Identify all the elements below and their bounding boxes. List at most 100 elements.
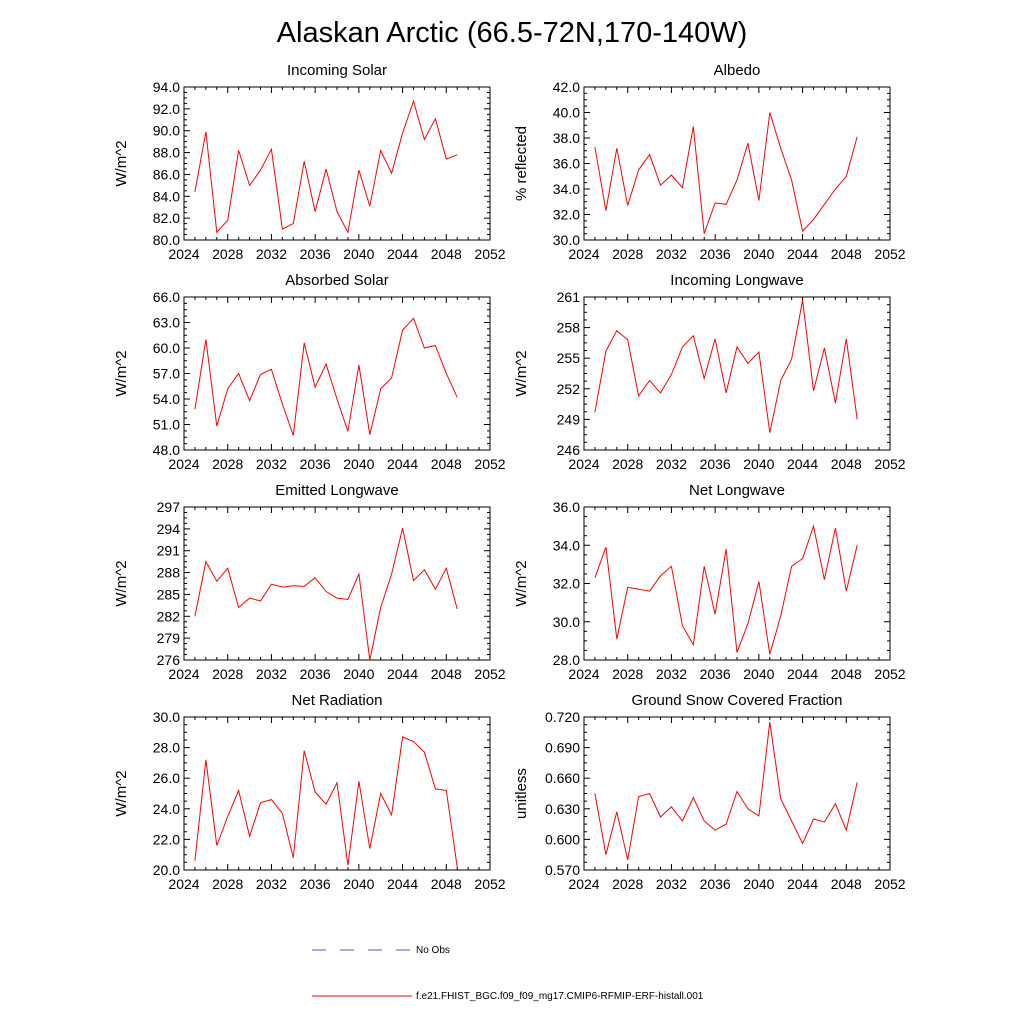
- x-tick-label: 2028: [612, 456, 643, 472]
- y-tick-label: 0.720: [545, 709, 580, 725]
- x-tick-label: 2032: [256, 666, 287, 682]
- y-tick-label: 0.600: [545, 831, 580, 847]
- y-tick-label: 48.0: [153, 442, 180, 458]
- x-tick-label: 2036: [700, 246, 731, 262]
- y-tick-label: 30.0: [553, 614, 580, 630]
- x-tick-label: 2040: [743, 666, 774, 682]
- y-tick-label: 249: [557, 411, 581, 427]
- y-axis-label: unitless: [513, 768, 530, 819]
- x-tick-label: 2024: [168, 246, 199, 262]
- y-tick-label: 82.0: [153, 210, 180, 226]
- x-tick-label: 2024: [568, 456, 599, 472]
- y-axis-label: W/m^2: [113, 140, 130, 186]
- y-tick-label: 28.0: [153, 740, 180, 756]
- y-tick-label: 0.630: [545, 801, 580, 817]
- y-tick-label: 24.0: [153, 801, 180, 817]
- x-tick-label: 2024: [568, 666, 599, 682]
- x-tick-label: 2048: [431, 456, 462, 472]
- series-line-model: [194, 317, 458, 436]
- y-tick-label: 288: [157, 565, 181, 581]
- y-tick-label: 22.0: [153, 831, 180, 847]
- x-tick-label: 2036: [700, 456, 731, 472]
- x-tick-label: 2052: [874, 666, 905, 682]
- y-tick-label: 57.0: [153, 366, 180, 382]
- series-line-model: [594, 524, 858, 655]
- x-tick-label: 2048: [831, 246, 862, 262]
- y-tick-label: 0.660: [545, 770, 580, 786]
- x-tick-label: 2044: [387, 666, 418, 682]
- x-tick-label: 2032: [256, 876, 287, 892]
- y-tick-label: 40.0: [553, 105, 580, 121]
- y-tick-label: 0.570: [545, 862, 580, 878]
- x-tick-label: 2052: [474, 456, 505, 472]
- y-tick-label: 34.0: [553, 537, 580, 553]
- x-tick-label: 2040: [743, 876, 774, 892]
- x-tick-label: 2028: [212, 246, 243, 262]
- x-tick-label: 2040: [343, 876, 374, 892]
- series-line-model: [594, 722, 858, 860]
- x-tick-label: 2032: [656, 876, 687, 892]
- x-tick-label: 2024: [568, 876, 599, 892]
- y-axis-label: W/m^2: [513, 350, 530, 396]
- series-line-model: [594, 300, 858, 433]
- y-tick-label: 88.0: [153, 145, 180, 161]
- y-tick-label: 246: [557, 442, 581, 458]
- x-tick-label: 2044: [787, 456, 818, 472]
- y-tick-label: 294: [157, 521, 181, 537]
- panel-net-radiation: Net Radiation W/m^2 2024 2028 2032 2036 2040 20…: [113, 692, 506, 892]
- legend-model-label: f.e21.FHIST_BGC.f09_f09_mg17.CMIP6-RFMIP…: [416, 991, 704, 1002]
- x-tick-label: 2036: [700, 876, 731, 892]
- x-tick-label: 2028: [212, 876, 243, 892]
- legend-obs-label: No Obs: [416, 945, 450, 956]
- y-tick-label: 276: [157, 652, 181, 668]
- y-tick-label: 30.0: [553, 232, 580, 248]
- x-tick-label: 2032: [256, 246, 287, 262]
- panel-title: Incoming Longwave: [670, 272, 803, 289]
- y-tick-label: 51.0: [153, 417, 180, 433]
- x-tick-label: 2048: [831, 666, 862, 682]
- y-tick-label: 66.0: [153, 289, 180, 305]
- x-tick-label: 2040: [343, 246, 374, 262]
- y-tick-label: 279: [157, 630, 181, 646]
- panel-title: Net Longwave: [689, 482, 785, 499]
- x-tick-label: 2048: [831, 876, 862, 892]
- panel-title: Incoming Solar: [287, 62, 387, 79]
- y-tick-label: 94.0: [153, 79, 180, 95]
- y-tick-label: 255: [557, 350, 581, 366]
- legend: No Obs f.e21.FHIST_BGC.f09_f09_mg17.CMIP…: [312, 945, 704, 1002]
- x-tick-label: 2052: [874, 876, 905, 892]
- y-axis-label: W/m^2: [113, 770, 130, 816]
- y-tick-label: 38.0: [553, 130, 580, 146]
- x-tick-label: 2036: [300, 666, 331, 682]
- x-tick-label: 2024: [568, 246, 599, 262]
- x-tick-label: 2032: [656, 246, 687, 262]
- x-tick-label: 2040: [743, 456, 774, 472]
- series-line-model: [194, 736, 458, 867]
- panel-albedo: Albedo % reflected 2024 2028 2032 2036 2040 204…: [513, 62, 906, 262]
- y-tick-label: 20.0: [153, 862, 180, 878]
- y-tick-label: 282: [157, 608, 181, 624]
- x-tick-label: 2036: [300, 456, 331, 472]
- y-tick-label: 34.0: [553, 181, 580, 197]
- panel-title: Net Radiation: [292, 692, 383, 709]
- x-tick-label: 2040: [343, 456, 374, 472]
- x-tick-label: 2036: [700, 666, 731, 682]
- x-tick-label: 2028: [612, 666, 643, 682]
- x-tick-label: 2028: [612, 246, 643, 262]
- y-tick-label: 291: [157, 543, 181, 559]
- x-tick-label: 2028: [212, 666, 243, 682]
- x-tick-label: 2052: [874, 456, 905, 472]
- x-tick-label: 2048: [431, 666, 462, 682]
- y-axis-label: W/m^2: [113, 560, 130, 606]
- x-tick-label: 2048: [431, 876, 462, 892]
- x-tick-label: 2044: [787, 246, 818, 262]
- y-tick-label: 26.0: [153, 770, 180, 786]
- x-tick-label: 2048: [431, 246, 462, 262]
- y-tick-label: 54.0: [153, 391, 180, 407]
- x-tick-label: 2032: [656, 456, 687, 472]
- x-tick-label: 2036: [300, 876, 331, 892]
- x-tick-label: 2044: [787, 876, 818, 892]
- panel-title: Absorbed Solar: [285, 272, 388, 289]
- y-tick-label: 42.0: [553, 79, 580, 95]
